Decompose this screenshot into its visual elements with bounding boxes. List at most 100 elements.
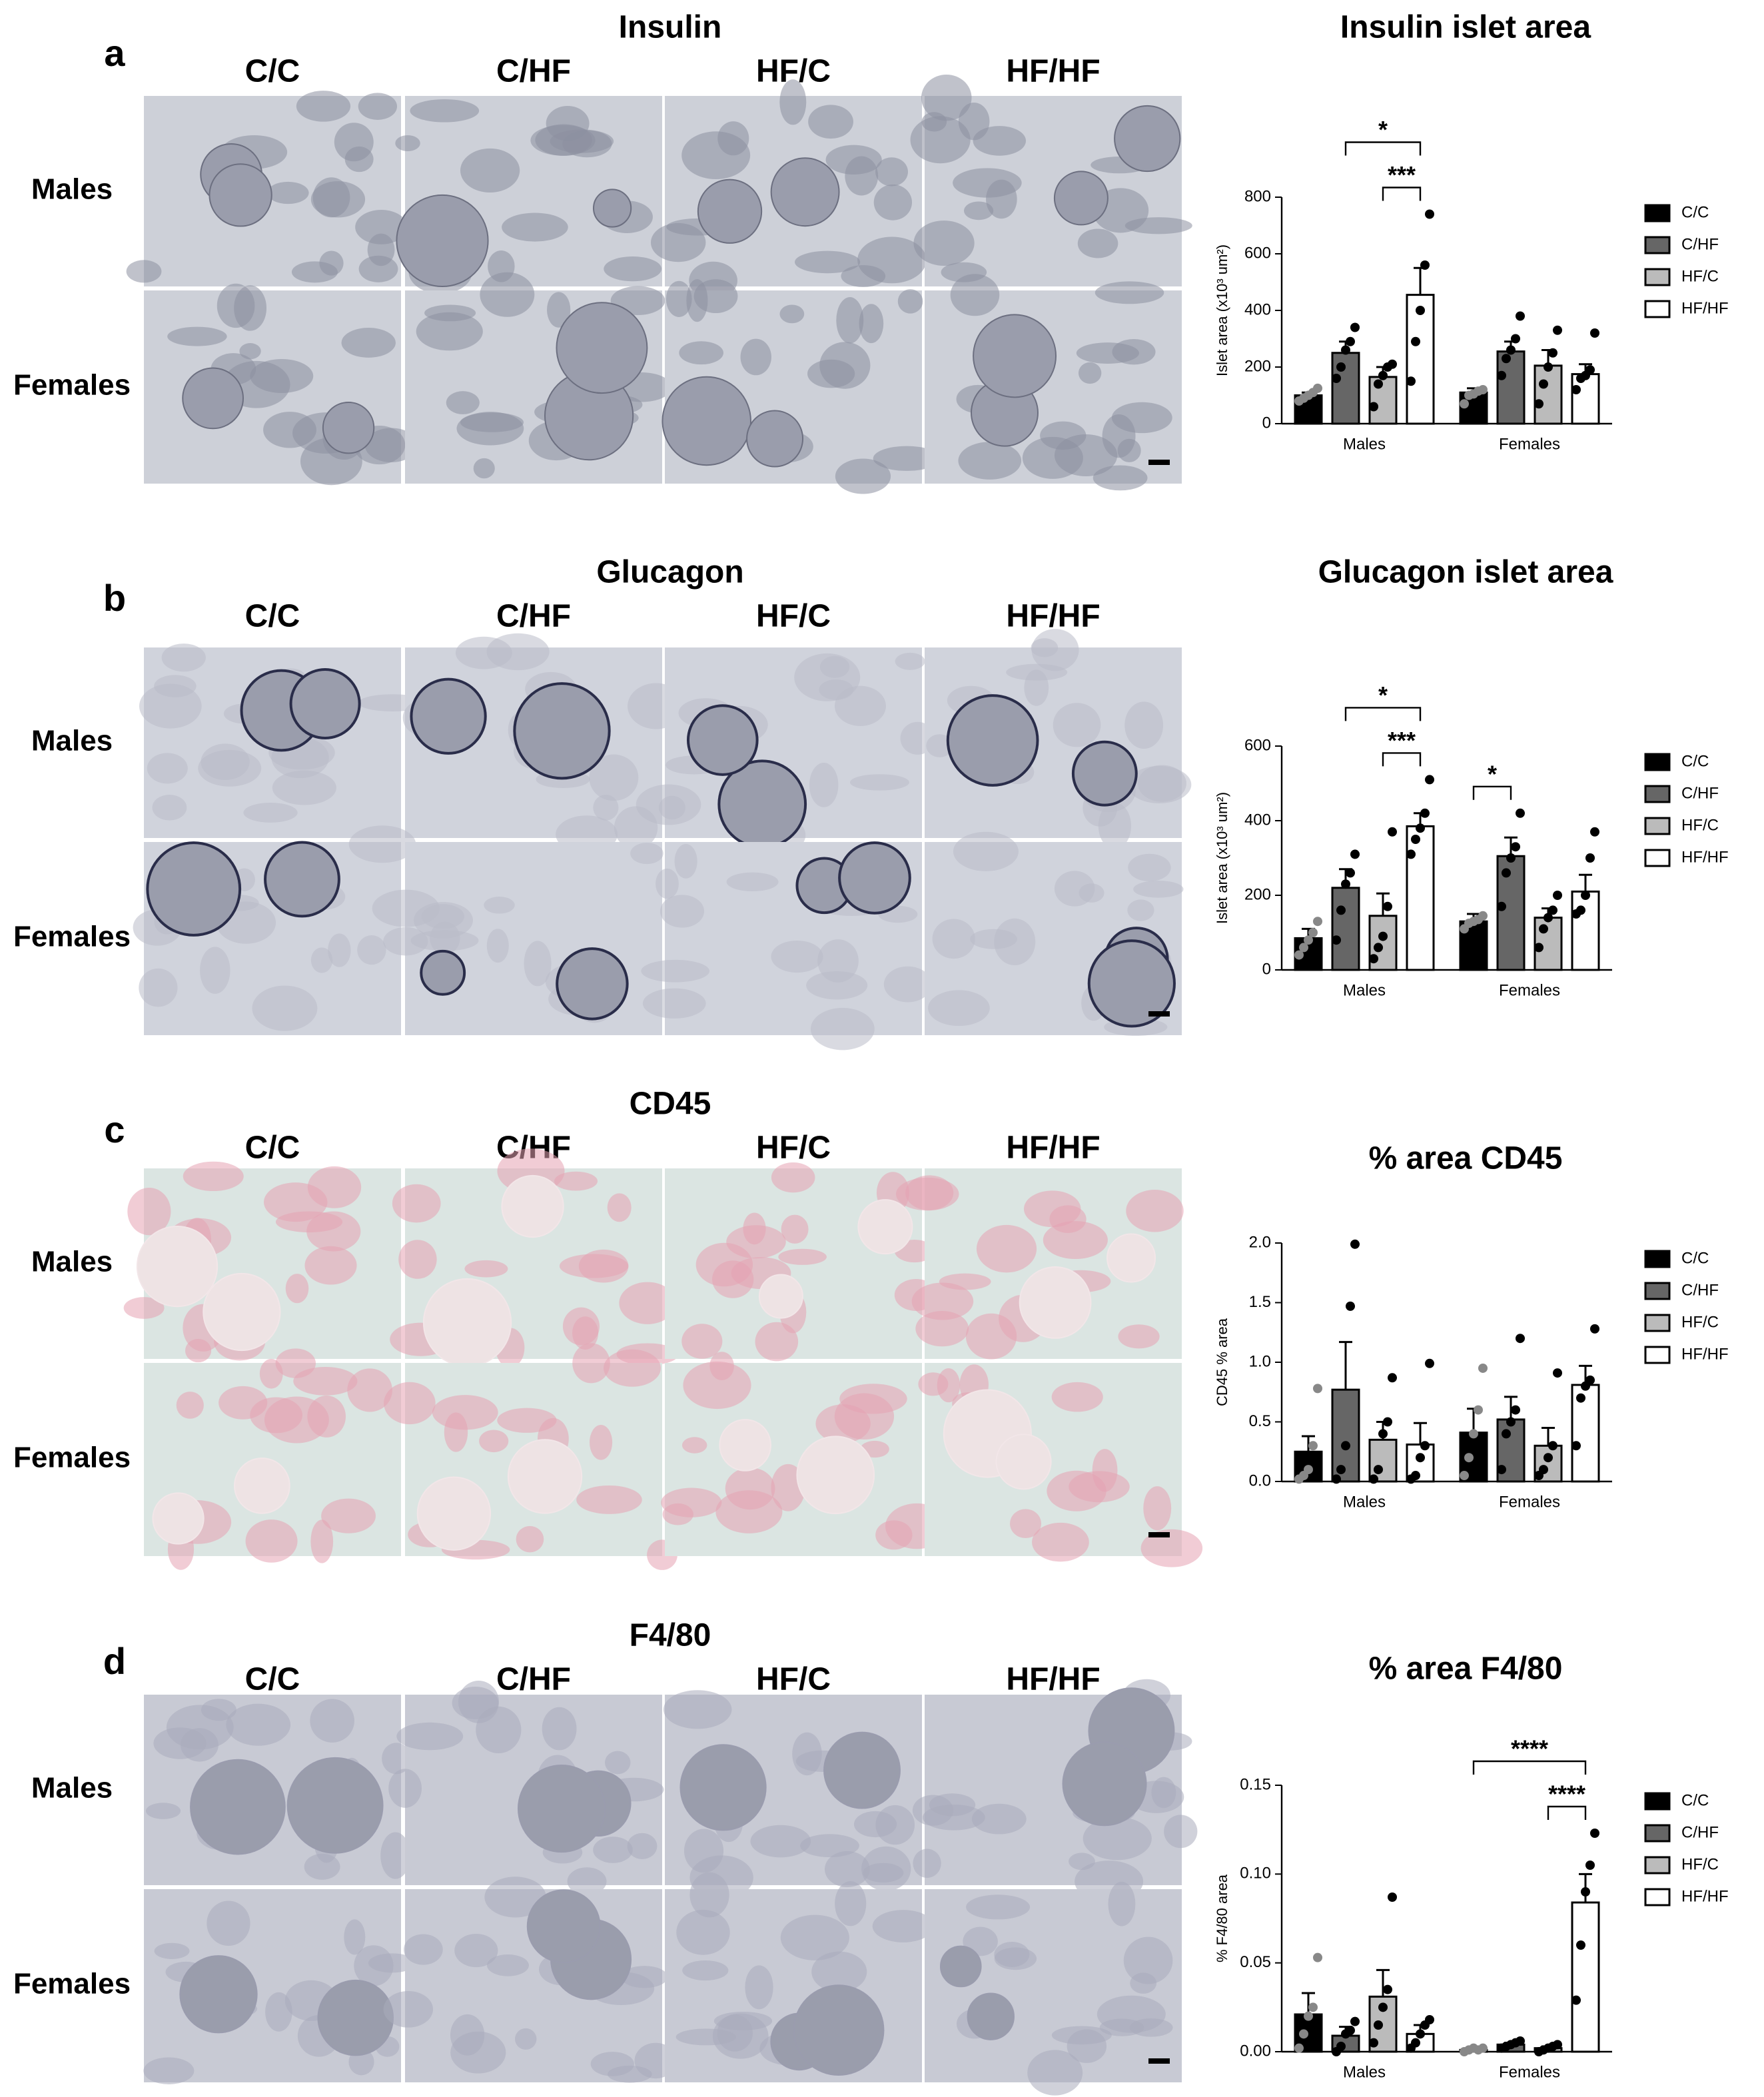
micrograph bbox=[925, 831, 1184, 1037]
islet bbox=[592, 189, 632, 228]
legend-swatch bbox=[1644, 300, 1671, 318]
data-point bbox=[1369, 402, 1378, 412]
bar bbox=[1571, 1384, 1600, 1483]
tissue bbox=[726, 1225, 786, 1259]
tissue bbox=[605, 1751, 631, 1775]
error-bar bbox=[1504, 1396, 1518, 1420]
data-point bbox=[1516, 311, 1525, 321]
micrograph bbox=[641, 841, 932, 1050]
tissue bbox=[712, 1260, 754, 1298]
legend-label: HF/HF bbox=[1681, 1345, 1729, 1363]
tissue bbox=[850, 774, 909, 791]
tissue bbox=[681, 1324, 723, 1359]
tissue bbox=[817, 939, 859, 983]
tissue bbox=[380, 1832, 410, 1879]
tissue bbox=[567, 1867, 607, 1896]
tissue bbox=[145, 1803, 181, 1819]
tissue bbox=[928, 990, 990, 1027]
stain-title: Insulin bbox=[619, 10, 722, 45]
tissue bbox=[663, 1690, 732, 1729]
bar bbox=[1571, 890, 1600, 971]
data-point bbox=[1506, 853, 1516, 863]
data-point bbox=[1313, 917, 1322, 927]
tissue bbox=[1118, 1324, 1160, 1349]
significance-label: * bbox=[1378, 681, 1388, 709]
data-point bbox=[1383, 1984, 1392, 1994]
tissue bbox=[709, 1352, 734, 1380]
tissue bbox=[740, 338, 771, 376]
error-bar bbox=[1414, 1422, 1427, 1445]
data-point bbox=[1553, 891, 1562, 900]
data-point bbox=[1341, 1441, 1350, 1451]
data-point bbox=[1548, 348, 1557, 358]
error-bar bbox=[1542, 1426, 1555, 1446]
column-label: HF/HF bbox=[1006, 1662, 1100, 1697]
tissue bbox=[819, 655, 850, 678]
data-point bbox=[1388, 827, 1397, 837]
tissue bbox=[154, 1942, 190, 1959]
column-label: HF/C bbox=[756, 1130, 831, 1166]
islet bbox=[416, 1476, 492, 1551]
legend-label: HF/C bbox=[1681, 1313, 1719, 1331]
stain-title: Glucagon bbox=[596, 555, 743, 590]
y-tick-label: 2.0 bbox=[1249, 1233, 1271, 1251]
islet bbox=[995, 1434, 1052, 1490]
tissue bbox=[404, 1934, 443, 1965]
data-point bbox=[1543, 913, 1553, 923]
data-point bbox=[1332, 374, 1341, 383]
tissue bbox=[250, 358, 314, 393]
data-point bbox=[1336, 362, 1346, 372]
tissue bbox=[1027, 2050, 1083, 2096]
tissue bbox=[348, 825, 416, 863]
tissue bbox=[590, 2052, 634, 2076]
stain-title: F4/80 bbox=[630, 1618, 711, 1653]
legend-label: HF/C bbox=[1681, 816, 1719, 834]
micrograph bbox=[662, 279, 941, 494]
data-point bbox=[1581, 891, 1590, 900]
bar bbox=[1368, 376, 1398, 425]
tissue bbox=[139, 968, 178, 1007]
x-tick-label: Females bbox=[1499, 981, 1560, 999]
significance-bracket bbox=[1382, 752, 1422, 767]
tissue bbox=[127, 1187, 171, 1236]
tissue bbox=[167, 326, 227, 346]
tissue bbox=[910, 116, 971, 164]
micrograph bbox=[636, 647, 935, 852]
data-point bbox=[1553, 1368, 1562, 1378]
data-point bbox=[1378, 931, 1388, 941]
islet bbox=[1019, 1266, 1092, 1339]
data-point bbox=[1304, 2011, 1313, 2021]
tissue bbox=[267, 181, 309, 205]
chart-title: Glucagon islet area bbox=[1318, 555, 1613, 590]
tissue bbox=[1123, 1936, 1173, 1984]
tissue bbox=[392, 1184, 441, 1223]
tissue bbox=[750, 1825, 811, 1858]
tissue bbox=[372, 889, 440, 927]
tissue bbox=[656, 868, 679, 899]
tissue bbox=[1133, 881, 1184, 898]
tissue bbox=[147, 753, 188, 784]
legend-swatch bbox=[1644, 1282, 1671, 1300]
micrograph bbox=[918, 1363, 1203, 1567]
tissue bbox=[674, 844, 697, 879]
tissue bbox=[516, 1525, 544, 1553]
tissue bbox=[1095, 281, 1164, 304]
bar bbox=[1331, 352, 1360, 425]
data-point bbox=[1378, 370, 1388, 380]
column-label: C/HF bbox=[496, 1662, 571, 1697]
legend-swatch bbox=[1644, 268, 1671, 286]
significance-bracket bbox=[1472, 785, 1512, 800]
tissue bbox=[593, 1837, 633, 1863]
data-point bbox=[1299, 2029, 1308, 2039]
data-point bbox=[1590, 328, 1599, 338]
data-point bbox=[1576, 905, 1585, 915]
tissue bbox=[1049, 1205, 1087, 1233]
legend-swatch bbox=[1644, 1346, 1671, 1364]
y-tick-label: 0.5 bbox=[1249, 1412, 1271, 1430]
column-label: C/C bbox=[245, 54, 300, 89]
tissue bbox=[480, 272, 535, 317]
islet bbox=[234, 1458, 290, 1514]
islet bbox=[517, 1765, 606, 1853]
y-tick-label: 1.5 bbox=[1249, 1293, 1271, 1311]
